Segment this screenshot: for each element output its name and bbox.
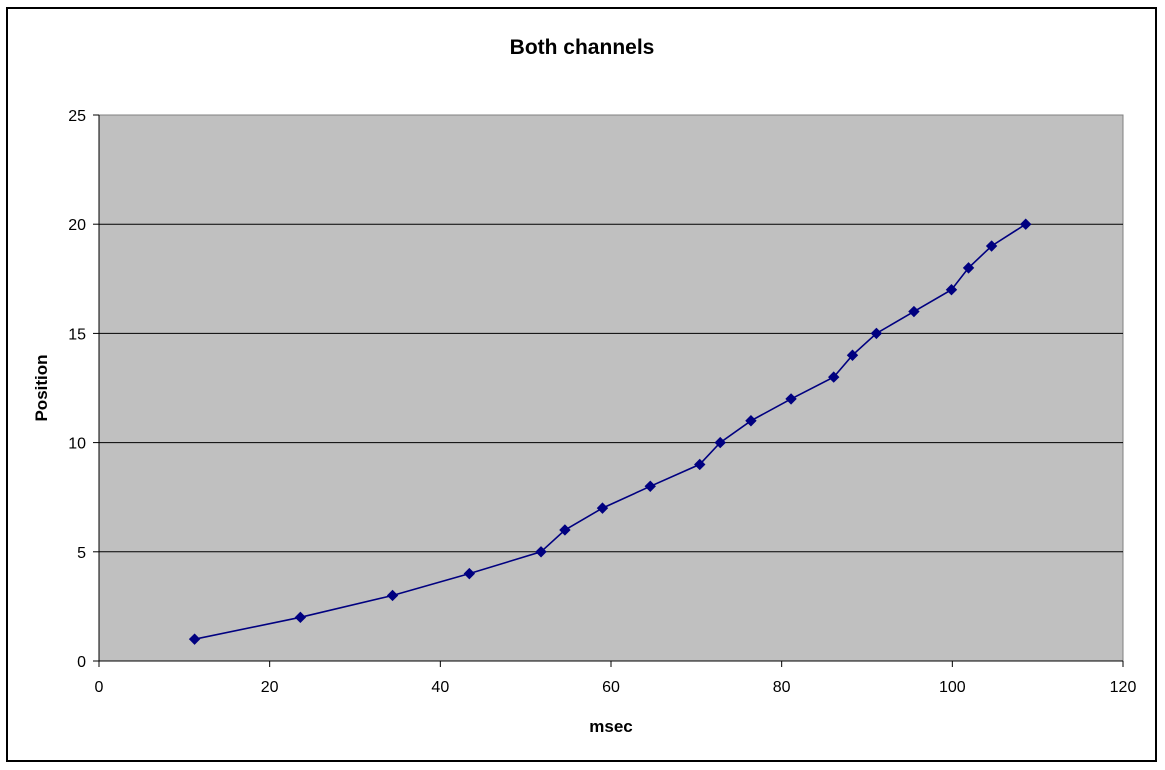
x-axis-ticks: 0 20 40 60 80 100 120 (95, 661, 1137, 696)
data-point (908, 305, 920, 318)
y-tick-label: 0 (77, 654, 86, 671)
x-tick-label: 80 (773, 679, 791, 696)
chart-title: Both channels (510, 36, 655, 59)
data-point (828, 371, 840, 383)
grid-lines (99, 223, 1123, 553)
x-axis-title: msec (589, 717, 632, 736)
y-tick-label: 10 (68, 436, 86, 453)
data-point (294, 611, 307, 624)
plot-area (98, 114, 1124, 662)
data-point (535, 546, 547, 558)
data-point (463, 567, 476, 580)
x-tick-label: 60 (602, 679, 620, 696)
data-point (785, 393, 797, 405)
data-point (559, 524, 571, 536)
x-tick-label: 20 (261, 679, 279, 696)
data-point (644, 480, 656, 492)
data-point (188, 633, 201, 645)
data-point (386, 589, 399, 602)
data-point (1020, 218, 1032, 230)
y-axis-title: Position (32, 354, 51, 421)
y-tick-label: 25 (68, 108, 86, 125)
y-tick-label: 15 (68, 326, 86, 343)
x-tick-label: 40 (431, 679, 449, 696)
series-group (188, 218, 1032, 645)
y-tick-label: 20 (68, 217, 86, 234)
data-point (596, 502, 609, 514)
data-point (846, 349, 859, 361)
data-point (962, 262, 975, 274)
y-tick-label: 5 (77, 545, 86, 562)
data-point (985, 240, 998, 252)
data-point (714, 436, 726, 449)
data-point (745, 415, 757, 427)
data-point (870, 327, 883, 340)
data-point (945, 284, 958, 296)
series-line (194, 223, 1027, 640)
y-axis-ticks: 0 5 10 15 20 25 (68, 108, 99, 671)
x-tick-label: 0 (95, 679, 104, 696)
data-point (694, 458, 706, 471)
x-tick-label: 120 (1110, 679, 1137, 696)
x-tick-label: 100 (939, 679, 966, 696)
